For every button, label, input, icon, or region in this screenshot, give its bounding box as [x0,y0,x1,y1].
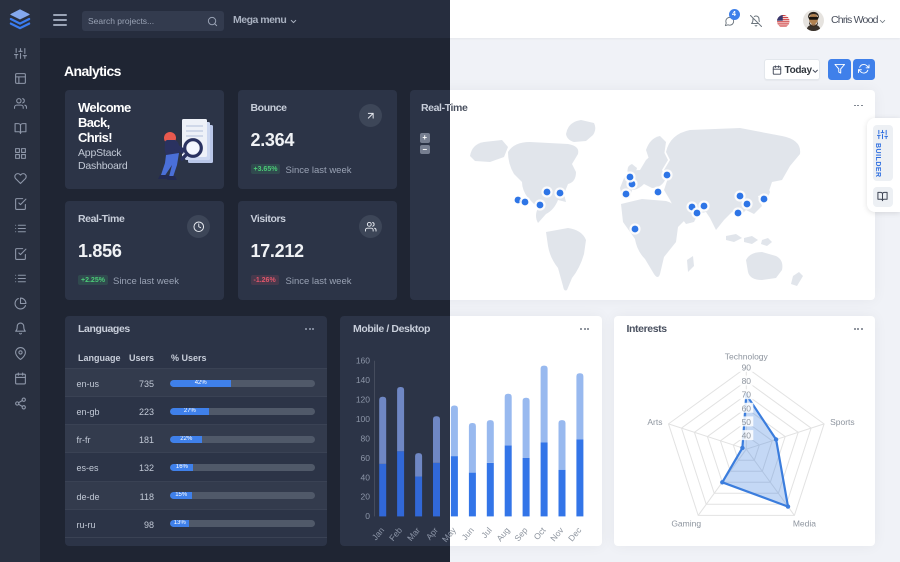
svg-text:Apr: Apr [424,525,440,542]
svg-text:60: 60 [741,403,751,413]
svg-text:Aug: Aug [494,525,512,543]
svg-text:20: 20 [361,492,371,502]
svg-text:50: 50 [741,417,751,427]
svg-text:Nov: Nov [548,525,566,544]
svg-text:90: 90 [741,362,751,372]
svg-text:0: 0 [365,511,370,521]
svg-text:May: May [440,525,458,544]
svg-text:160: 160 [356,356,370,366]
svg-text:80: 80 [361,433,371,443]
svg-text:Sports: Sports [830,417,855,427]
svg-text:80: 80 [741,376,751,386]
svg-text:Sep: Sep [512,525,530,543]
svg-text:Technology: Technology [724,351,768,361]
svg-text:Media: Media [792,518,815,528]
svg-text:100: 100 [356,414,370,424]
svg-text:120: 120 [356,394,370,404]
svg-text:Arts: Arts [647,417,662,427]
svg-text:Mar: Mar [405,525,422,543]
svg-text:Gaming: Gaming [671,518,701,528]
svg-text:60: 60 [361,453,371,463]
svg-text:Feb: Feb [387,525,404,543]
svg-text:40: 40 [361,472,371,482]
svg-text:Dec: Dec [566,525,584,544]
svg-text:Jul: Jul [479,525,494,540]
svg-text:140: 140 [356,375,370,385]
svg-text:Jun: Jun [459,525,476,542]
svg-text:Oct: Oct [531,525,548,542]
svg-text:May: May [440,525,458,544]
svg-text:40: 40 [741,431,751,441]
svg-text:Jan: Jan [370,525,387,542]
svg-text:70: 70 [741,390,751,400]
